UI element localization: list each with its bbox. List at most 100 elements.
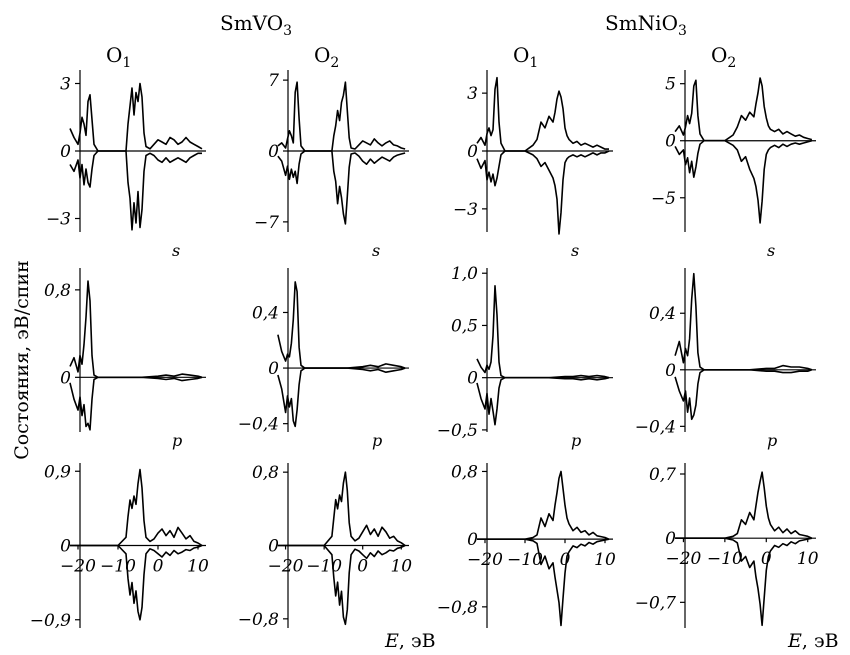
x-tick-label: 10 <box>187 557 209 577</box>
orbital-label-p: p <box>571 431 581 450</box>
trace-up <box>674 272 813 371</box>
panel-SmVO3-O2-p: 0,8 0 −0,8 −20 −10 0 10 <box>238 463 412 630</box>
y-tick-label: −3 <box>453 200 478 220</box>
y-tick-label: −3 <box>46 210 71 230</box>
panel-title-o1: O1 <box>106 43 131 71</box>
trace-up <box>675 471 813 539</box>
x-tick-label: −20 <box>665 549 701 569</box>
panel-SmVO3-O1-s: 0,80 <box>44 268 206 432</box>
y-tick-label: 0 <box>665 529 676 549</box>
x-tick-label: −20 <box>467 550 503 570</box>
trace-down <box>69 376 203 431</box>
panel-title-o2: O2 <box>711 43 736 71</box>
y-tick-label: 0 <box>60 142 71 162</box>
y-tick-label: 0 <box>467 142 478 162</box>
y-tick-label: 0 <box>268 537 279 557</box>
panel-SmVO3-O2-total: 7 0 −7 O2 <box>254 43 409 233</box>
x-axis-label-right: E, эВ <box>787 630 839 652</box>
y-tick-label: −0,8 <box>437 598 478 618</box>
trace-down <box>277 150 406 225</box>
y-tick-label: −0,9 <box>30 611 71 631</box>
x-tick-label: 10 <box>390 557 412 577</box>
header-smnio3: SmNiO3 <box>605 11 687 39</box>
x-tick-label: −20 <box>60 557 96 577</box>
y-tick-label: 7 <box>268 71 279 91</box>
y-tick-label: 0 <box>268 142 279 162</box>
trace-up <box>477 470 610 540</box>
x-tick-label: 10 <box>797 549 819 569</box>
x-tick-label: 0 <box>153 557 164 577</box>
trace-down <box>674 369 813 421</box>
y-tick-label: 3 <box>60 75 71 95</box>
trace-up <box>674 77 813 142</box>
y-tick-label: 0,4 <box>649 304 676 324</box>
x-tick-label: 0 <box>761 549 772 569</box>
trace-up <box>277 471 406 547</box>
y-tick-label: −0,4 <box>238 415 279 435</box>
x-tick-label: 10 <box>594 550 616 570</box>
trace-down <box>70 544 203 621</box>
x-tick-label: −10 <box>100 557 136 577</box>
y-tick-label: 0 <box>60 537 71 557</box>
x-tick-label: −20 <box>268 557 304 577</box>
y-tick-label: 0 <box>665 361 676 381</box>
panel-SmNiO3-O1-p: 0,8 0 −0,8 −20 −10 0 10 <box>437 462 616 628</box>
x-tick-label: −10 <box>306 557 342 577</box>
y-tick-label: 0,9 <box>44 462 71 482</box>
panel-SmVO3-O1-p: 0,9 0 −0,9 −20 −10 0 10 <box>30 462 209 631</box>
y-tick-label: 3 <box>467 84 478 104</box>
y-tick-label: 5 <box>665 75 676 95</box>
trace-down <box>477 538 610 627</box>
panel-SmNiO3-O1-s: 1,0 0,5 0 −0,5 <box>437 264 613 441</box>
panel-SmNiO3-O2-p: 0,7 0 −0,7 −20 −10 0 10 <box>635 463 819 628</box>
y-tick-label: −7 <box>254 213 279 233</box>
y-tick-label: 0 <box>60 368 71 388</box>
panels-group: 30−3O170−7O230−3O150−5O20,800,40−0,41,00… <box>30 43 819 631</box>
y-tick-label: 0,8 <box>44 281 71 301</box>
orbital-label-s: s <box>372 241 380 260</box>
orbital-label-s: s <box>571 241 579 260</box>
y-tick-label: 0,8 <box>451 462 478 482</box>
orbital-label-s: s <box>172 241 180 260</box>
panel-title-o1: O1 <box>513 43 538 71</box>
panel-SmVO3-O2-s: 0,4 0 −0,4 <box>238 268 409 435</box>
trace-down <box>277 367 406 428</box>
trace-down <box>69 150 202 231</box>
panel-title-o2: O2 <box>314 43 339 71</box>
y-tick-label: 0 <box>467 530 478 550</box>
trace-up <box>277 81 406 152</box>
trace-up <box>69 280 203 379</box>
trace-up <box>476 285 610 379</box>
y-tick-label: −0,7 <box>635 593 676 613</box>
panel-SmVO3-O1-total: 3 0 −3 O1 <box>46 43 206 232</box>
orbital-label-s: s <box>767 241 775 260</box>
y-tick-label: 0,4 <box>252 303 279 323</box>
x-tick-label: 0 <box>357 557 368 577</box>
panel-SmNiO3-O2-total: 5 0 −5 O2 <box>651 43 816 232</box>
trace-down <box>476 376 610 426</box>
header-smvo3: SmVO3 <box>220 11 292 39</box>
trace-down <box>476 150 610 235</box>
trace-up <box>476 76 609 152</box>
panel-SmNiO3-O1-total: 3 0 −3 O1 <box>453 43 613 235</box>
y-tick-label: −0,8 <box>238 610 279 630</box>
trace-down <box>277 544 406 626</box>
y-axis-label: Состояния, эВ/спин <box>11 260 33 460</box>
trace-up <box>69 82 203 152</box>
orbital-label-p: p <box>767 431 777 450</box>
x-axis-label-left: E, эВ <box>384 630 436 652</box>
orbital-label-p: p <box>372 431 382 450</box>
x-tick-label: −10 <box>707 549 743 569</box>
trace-up <box>277 281 406 369</box>
y-tick-label: 0 <box>467 369 478 389</box>
trace-up <box>70 468 203 547</box>
y-tick-label: −0,5 <box>437 421 478 441</box>
y-tick-label: 0,7 <box>649 465 676 485</box>
y-tick-label: 0 <box>268 359 279 379</box>
trace-down <box>675 537 813 627</box>
y-tick-label: 0 <box>665 132 676 152</box>
panel-SmNiO3-O2-s: 0,4 0 −0,4 <box>635 268 816 437</box>
x-tick-label: 0 <box>560 550 571 570</box>
y-tick-label: 1,0 <box>451 264 478 284</box>
